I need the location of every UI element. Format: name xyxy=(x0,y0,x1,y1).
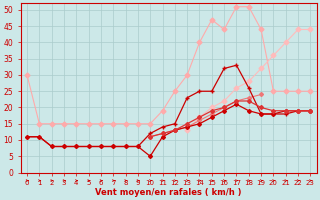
X-axis label: Vent moyen/en rafales ( km/h ): Vent moyen/en rafales ( km/h ) xyxy=(95,188,242,197)
